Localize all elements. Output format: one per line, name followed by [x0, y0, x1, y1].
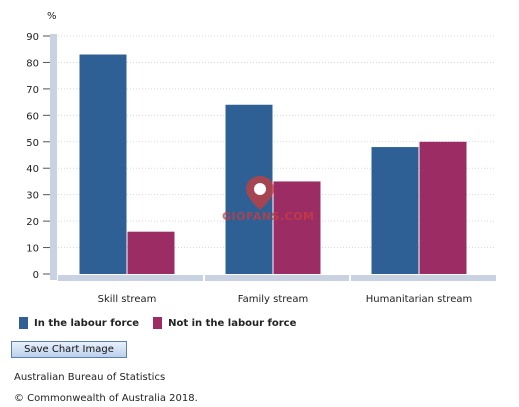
legend-label-not-in-labour-force: Not in the labour force: [168, 317, 297, 329]
bar-humanitarian-stream-in-the-labour-force: [371, 147, 419, 274]
y-axis-strip: [50, 34, 57, 280]
copyright-text: © Commonwealth of Australia 2018.: [14, 393, 198, 404]
bar-skill-stream-not-in-the-labour-force: [127, 231, 175, 274]
bar-chart: % 0 10 20 30 40 50 60 70 80 90 Skill stream Family…: [26, 11, 496, 305]
bar-family-stream-not-in-the-labour-force: [273, 181, 321, 274]
y-tick-label: 10: [26, 244, 39, 255]
y-tick-label: 60: [26, 111, 39, 122]
legend-swatch-in-labour-force: [19, 317, 28, 329]
category-labels: Skill stream Family stream Humanitarian st…: [98, 294, 473, 305]
y-tick-label: 50: [26, 138, 39, 149]
y-tick-label: 70: [26, 85, 39, 96]
legend-item-not-in-labour-force: Not in the labour force: [153, 317, 296, 329]
bar-family-stream-in-the-labour-force: [225, 104, 273, 274]
legend-item-in-labour-force: In the labour force: [19, 317, 139, 329]
legend-swatch-not-in-labour-force: [153, 317, 163, 329]
y-axis-label: %: [47, 11, 57, 22]
y-tick-labels: 0 10 20 30 40 50 60 70 80 90: [26, 32, 50, 281]
y-tick-label: 20: [26, 217, 39, 228]
x-axis-strip: [58, 275, 496, 281]
chart-axes: %: [47, 11, 496, 281]
bars: [79, 54, 467, 275]
y-tick-label: 40: [26, 164, 39, 175]
source-text: Australian Bureau of Statistics: [14, 372, 166, 383]
y-tick-label: 80: [26, 58, 39, 69]
chart-legend: In the labour force Not in the labour fo…: [19, 317, 310, 329]
y-tick-label: 0: [33, 270, 39, 281]
x-category-label: Humanitarian stream: [366, 294, 472, 305]
y-tick-label: 90: [26, 32, 39, 43]
x-category-label: Skill stream: [98, 294, 157, 305]
legend-label-in-labour-force: In the labour force: [34, 317, 140, 329]
x-category-label: Family stream: [238, 294, 308, 305]
bar-humanitarian-stream-not-in-the-labour-force: [419, 141, 467, 274]
y-tick-label: 30: [26, 191, 39, 202]
bar-skill-stream-in-the-labour-force: [79, 54, 127, 275]
save-chart-image-button[interactable]: Save Chart Image: [11, 341, 127, 358]
